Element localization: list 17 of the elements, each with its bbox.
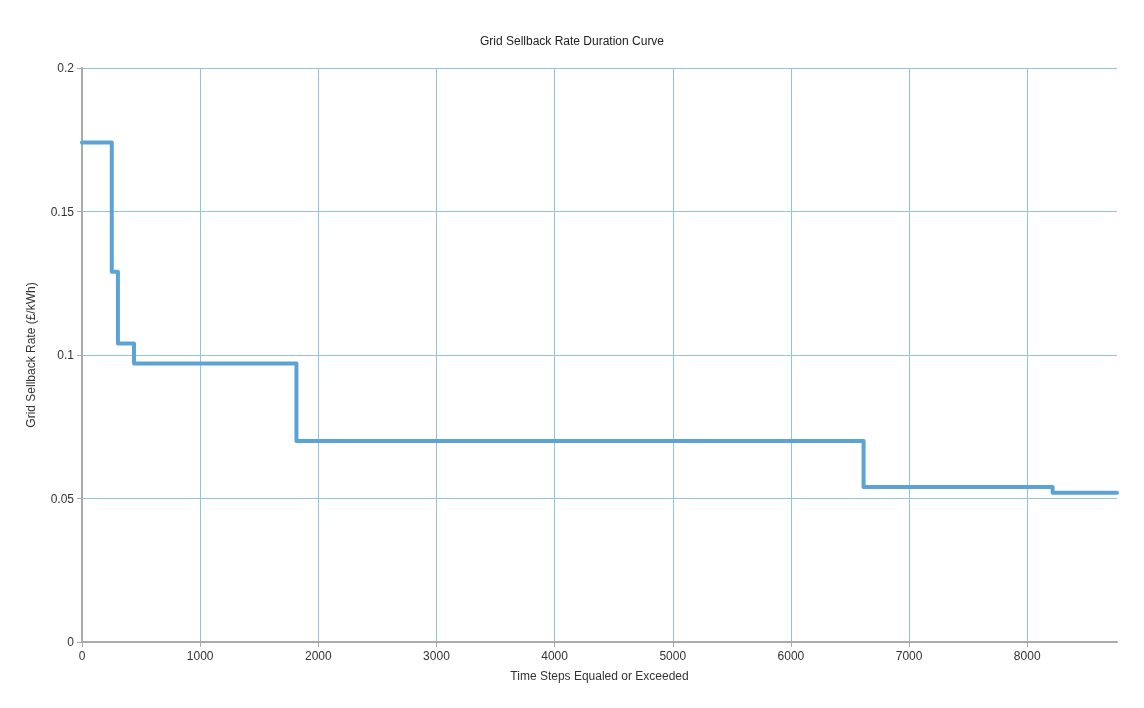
chart-title: Grid Sellback Rate Duration Curve <box>479 34 665 48</box>
x-tick-label: 0 <box>78 649 86 663</box>
x-tick-label: 4000 <box>541 649 569 663</box>
x-axis-title: Time Steps Equaled or Exceeded <box>510 669 689 683</box>
y-tick-label: 0.1 <box>57 348 75 362</box>
x-tick-label: 2000 <box>304 649 332 663</box>
x-tick-label: 5000 <box>659 649 687 663</box>
x-tick-label: 6000 <box>777 649 805 663</box>
x-tick-label: 1000 <box>186 649 214 663</box>
x-tick-label: 8000 <box>1013 649 1041 663</box>
y-tick-label: 0.2 <box>57 61 75 75</box>
y-axis-title: Grid Sellback Rate (£/kWh) <box>24 282 38 428</box>
y-tick-label: 0.05 <box>50 491 75 506</box>
y-tick-label: 0.15 <box>50 204 75 219</box>
x-tick-label: 3000 <box>423 649 451 663</box>
x-tick-label: 7000 <box>895 649 923 663</box>
y-tick-label: 0 <box>67 635 75 649</box>
